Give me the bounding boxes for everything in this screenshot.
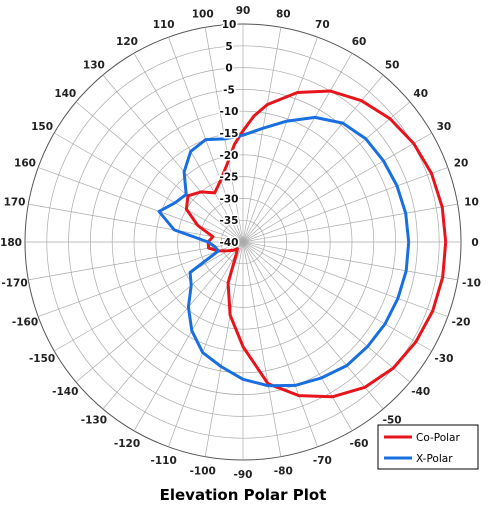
legend-box [377, 424, 479, 470]
angle-tick-label: 150 [31, 121, 53, 133]
grid-spoke [133, 241, 244, 431]
angle-tick-label: 50 [385, 59, 400, 71]
angle-tick-label: 120 [116, 36, 138, 48]
legend: Co-Polar X-Polar [377, 424, 479, 470]
series-layer [157, 89, 448, 399]
angle-tick-label: -130 [81, 415, 107, 427]
grid-spoke [54, 132, 244, 243]
angle-tick-label: 160 [14, 158, 36, 170]
grid-spoke [242, 241, 318, 447]
angle-tick-label: 0 [471, 237, 478, 249]
angle-tick-label: -30 [434, 353, 453, 365]
grid-spoke [242, 101, 411, 243]
grid-spoke [242, 241, 448, 317]
grid-spoke [133, 53, 244, 243]
chart-title: Elevation Polar Plot [160, 486, 327, 504]
angle-tick-label: -100 [190, 465, 216, 477]
radial-tick-label: -40 [220, 237, 239, 249]
angle-tick-labels: 90 80706050403020100-10-20-30-40-50-60-70… [0, 5, 481, 481]
radial-tick-label: 5 [225, 41, 232, 53]
grid-spoke [38, 241, 244, 317]
radial-tick-label: -10 [220, 106, 239, 118]
angle-tick-label: -150 [29, 353, 55, 365]
angle-tick-label: -90 [234, 469, 253, 481]
radial-tick-label: -5 [223, 84, 235, 96]
legend-label-co-polar: Co-Polar [416, 432, 460, 444]
angle-tick-label: 170 [4, 197, 26, 209]
grid-spoke [75, 101, 244, 243]
grid-spoke [38, 167, 244, 243]
angle-tick-label: -80 [274, 465, 293, 477]
angle-tick-label: -120 [114, 438, 140, 450]
angle-tick-label: 20 [454, 158, 469, 170]
angle-tick-label: -60 [350, 438, 369, 450]
grid-spoke [28, 203, 244, 243]
angle-tick-label: -170 [1, 277, 27, 289]
angle-tick-label: 110 [153, 19, 175, 31]
angle-tick-label: 180 [0, 237, 22, 249]
grid-spoke [242, 241, 458, 281]
angle-tick-label: 30 [437, 121, 452, 133]
angle-tick-label: -110 [151, 455, 177, 467]
grid-spoke [242, 241, 432, 352]
polar-grid [24, 23, 462, 461]
series-line-x-polar [157, 115, 411, 388]
angle-tick-label: 90 [236, 5, 251, 17]
radial-tick-label: -30 [220, 193, 239, 205]
grid-spoke [242, 53, 353, 243]
angle-tick-label: 70 [315, 19, 330, 31]
grid-spoke [242, 27, 282, 243]
grid-spoke [102, 241, 244, 410]
grid-spoke [54, 241, 244, 352]
grid-spoke [242, 167, 448, 243]
angle-tick-label: -10 [462, 277, 481, 289]
radial-tick-label: 0 [225, 63, 232, 75]
angle-tick-label: -50 [383, 415, 402, 427]
series-line-co-polar [184, 89, 448, 399]
grid-spoke [242, 241, 353, 431]
grid-spoke [204, 27, 244, 243]
grid-spoke [242, 74, 384, 243]
angle-tick-label: -70 [313, 455, 332, 467]
grid-spoke [242, 241, 411, 383]
angle-tick-label: 100 [192, 9, 214, 21]
angle-tick-label: 60 [352, 36, 367, 48]
grid-spoke [242, 132, 432, 243]
grid-spoke [242, 241, 384, 410]
legend-label-x-polar: X-Polar [416, 453, 453, 465]
angle-tick-label: -160 [12, 316, 38, 328]
angle-tick-label: 40 [413, 88, 428, 100]
angle-tick-label: 10 [464, 197, 479, 209]
grid-spoke [242, 37, 318, 243]
grid-spoke [204, 241, 244, 457]
radial-tick-labels: 10 5 0 -5 -10 -15 -20 -25 -30 -35 -40 [218, 18, 240, 251]
angle-tick-label: -40 [411, 386, 430, 398]
grid-spoke [75, 241, 244, 383]
grid-spoke [242, 203, 458, 243]
radial-tick-label: -35 [220, 215, 239, 227]
radial-tick-label: 10 [222, 19, 237, 31]
angle-tick-label: -140 [52, 386, 78, 398]
radial-tick-label: -25 [220, 172, 239, 184]
angle-tick-label: 80 [276, 9, 291, 21]
angle-tick-label: 130 [83, 59, 105, 71]
grid-spoke [242, 241, 282, 457]
angle-tick-label: -20 [452, 316, 471, 328]
radial-tick-label: -15 [220, 128, 239, 140]
radial-tick-label: -20 [220, 150, 239, 162]
grid-spoke [102, 74, 244, 243]
angle-tick-label: 140 [54, 88, 76, 100]
